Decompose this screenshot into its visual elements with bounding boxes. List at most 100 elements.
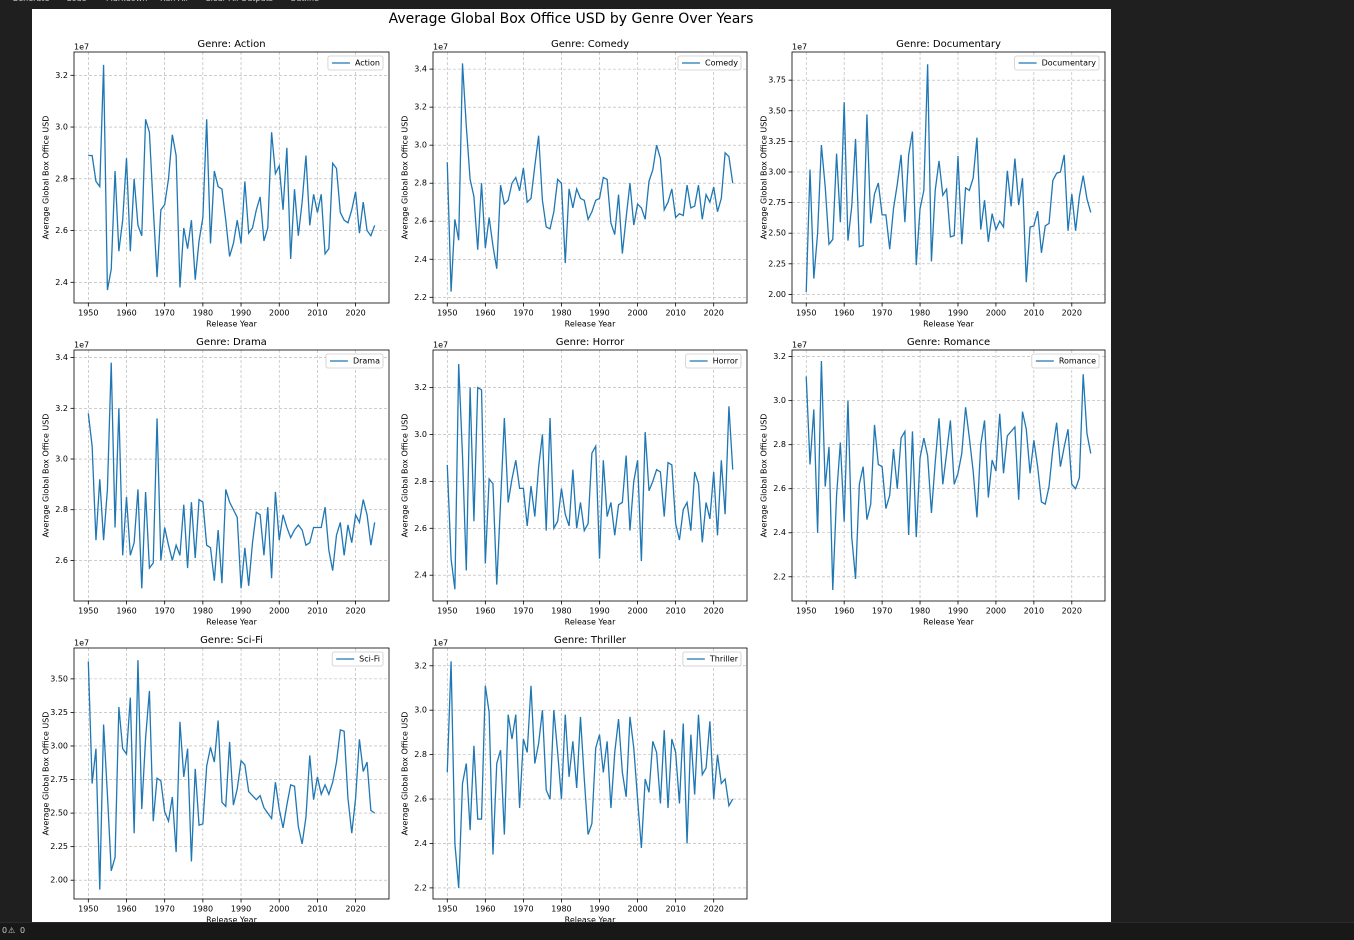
toolbar-button[interactable]: Run All xyxy=(160,0,188,3)
x-tick-label: 1980 xyxy=(551,607,571,616)
x-tick-label: 1950 xyxy=(437,905,457,914)
y-tick-label: 2.2 xyxy=(414,293,427,302)
x-tick-label: 1950 xyxy=(437,309,457,318)
x-axis-label: Release Year xyxy=(206,320,257,329)
y-tick-label: 2.4 xyxy=(414,571,427,580)
y-tick-label: 3.2 xyxy=(414,661,427,670)
x-tick-label: 1970 xyxy=(155,905,175,914)
x-tick-label: 1970 xyxy=(155,309,175,318)
x-tick-label: 2010 xyxy=(307,309,327,318)
y-tick-label: 2.4 xyxy=(773,528,786,537)
y-tick-label: 3.00 xyxy=(768,167,786,176)
y-tick-label: 2.75 xyxy=(50,775,68,784)
axes-frame xyxy=(432,51,748,304)
x-tick-label: 1960 xyxy=(475,905,495,914)
x-axis-label: Release Year xyxy=(565,320,616,329)
offset-label: 1e7 xyxy=(433,639,448,648)
x-tick-label: 1960 xyxy=(834,309,854,318)
offset-label: 1e7 xyxy=(792,43,807,52)
x-tick-label: 1980 xyxy=(910,607,930,616)
y-tick-label: 2.6 xyxy=(55,556,68,565)
subplot: 1950 1960 1970 1980 1990 2000 2010 2020 2.00 2.25… xyxy=(760,39,1106,329)
y-tick-label: 3.0 xyxy=(414,430,427,439)
x-tick-label: 1990 xyxy=(948,309,968,318)
y-tick-label: 3.50 xyxy=(768,106,786,115)
x-tick-label: 2010 xyxy=(1024,607,1044,616)
legend-box xyxy=(1014,55,1100,71)
data-line xyxy=(446,661,734,888)
y-tick-label: 2.8 xyxy=(773,440,786,449)
legend: Documentary xyxy=(1014,55,1100,71)
y-axis-label: Average Global Box Office USD xyxy=(42,712,51,836)
x-tick-label: 1970 xyxy=(513,607,533,616)
x-tick-label: 2000 xyxy=(986,309,1006,318)
y-tick-label: 3.0 xyxy=(773,396,786,405)
subplot: 1950 1960 1970 1980 1990 2000 2010 2020 2.2 2.4 2.… xyxy=(760,337,1106,627)
x-tick-label: 1980 xyxy=(551,905,571,914)
x-tick-label: 2020 xyxy=(1062,309,1082,318)
x-tick-label: 1980 xyxy=(551,309,571,318)
x-tick-label: 2010 xyxy=(665,607,685,616)
y-tick-label: 2.8 xyxy=(55,505,68,514)
y-axis-label: Average Global Box Office USD xyxy=(760,116,769,240)
y-tick-label: 2.75 xyxy=(768,198,786,207)
y-tick-label: 3.2 xyxy=(773,352,786,361)
toolbar-button[interactable]: Markdown xyxy=(106,0,147,3)
x-tick-label: 1980 xyxy=(193,309,213,318)
y-tick-label: 2.8 xyxy=(414,477,427,486)
legend: Romance xyxy=(1031,353,1100,369)
offset-label: 1e7 xyxy=(74,43,89,52)
y-tick-label: 2.6 xyxy=(773,484,786,493)
subplot-title: Genre: Romance xyxy=(907,337,990,348)
axes-frame xyxy=(432,647,748,900)
warning-count[interactable]: 0 xyxy=(20,926,26,935)
subplot-title: Genre: Action xyxy=(197,39,265,50)
x-tick-label: 2020 xyxy=(345,309,365,318)
subplot: 1950 1960 1970 1980 1990 2000 2010 2020 2.2 2.4 2.… xyxy=(401,39,748,329)
legend-box xyxy=(682,651,742,667)
x-tick-label: 2000 xyxy=(627,309,647,318)
y-tick-label: 3.0 xyxy=(55,123,68,132)
x-axis-label: Release Year xyxy=(206,916,257,923)
x-tick-label: 2010 xyxy=(307,905,327,914)
legend: Drama xyxy=(325,353,384,369)
y-tick-label: 2.4 xyxy=(414,839,427,848)
y-tick-label: 2.4 xyxy=(55,278,68,287)
x-tick-label: 2010 xyxy=(665,309,685,318)
y-tick-label: 2.8 xyxy=(55,174,68,183)
legend-label: Documentary xyxy=(1042,59,1097,68)
axes-frame xyxy=(73,647,390,900)
warning-icon: ⚠ xyxy=(8,926,16,935)
subplot: 1950 1960 1970 1980 1990 2000 2010 2020 2.2 2.4 2.… xyxy=(401,635,748,922)
toolbar-button[interactable]: Clear All Outputs xyxy=(205,0,273,3)
legend: Horror xyxy=(685,353,742,369)
y-tick-label: 2.8 xyxy=(414,179,427,188)
offset-label: 1e7 xyxy=(433,341,448,350)
x-tick-label: 1960 xyxy=(116,905,136,914)
subplot-title: Genre: Drama xyxy=(196,337,267,348)
toolbar-button[interactable]: Generate xyxy=(12,0,49,3)
x-tick-label: 1960 xyxy=(475,309,495,318)
y-tick-label: 2.6 xyxy=(414,217,427,226)
y-tick-label: 2.25 xyxy=(50,842,68,851)
figure: Average Global Box Office USD by Genre O… xyxy=(32,9,1111,922)
offset-label: 1e7 xyxy=(74,639,89,648)
toolbar-button[interactable]: Outline xyxy=(290,0,319,3)
toolbar-button[interactable]: Code xyxy=(66,0,86,3)
error-count[interactable]: 0 xyxy=(2,926,8,935)
x-tick-label: 1960 xyxy=(116,607,136,616)
subplot-title: Genre: Sci-Fi xyxy=(200,635,263,646)
x-tick-label: 1990 xyxy=(589,607,609,616)
y-tick-label: 2.6 xyxy=(55,226,68,235)
axes-frame xyxy=(73,349,390,602)
x-tick-label: 1980 xyxy=(193,905,213,914)
x-tick-label: 1990 xyxy=(231,905,251,914)
x-tick-label: 2010 xyxy=(1024,309,1044,318)
y-tick-label: 3.25 xyxy=(768,137,786,146)
y-tick-label: 2.2 xyxy=(773,572,786,581)
y-tick-label: 3.50 xyxy=(50,674,68,683)
y-tick-label: 2.00 xyxy=(768,290,786,299)
x-tick-label: 2020 xyxy=(1062,607,1082,616)
data-line xyxy=(87,362,376,589)
